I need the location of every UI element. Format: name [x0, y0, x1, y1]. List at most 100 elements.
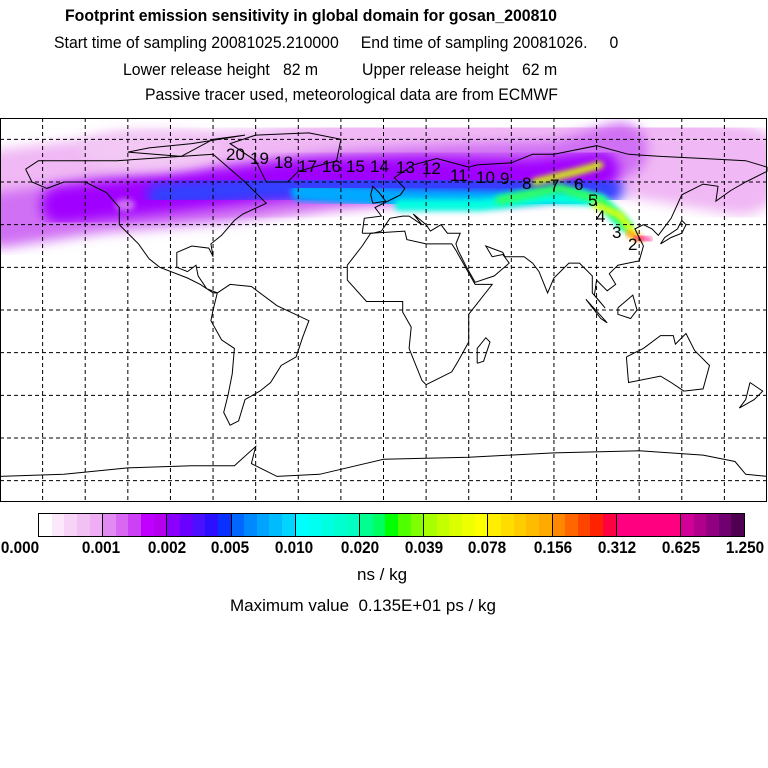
trajectory-label: 3 [612, 223, 621, 242]
colorbar-swatch [256, 514, 270, 536]
colorbar-segment [295, 514, 360, 536]
colorbar-swatch [667, 514, 680, 536]
plot-title: Footprint emission sensitivity in global… [65, 6, 557, 25]
trajectory-label: 14 [370, 157, 389, 176]
colorbar-swatch [231, 514, 245, 536]
coastline [370, 185, 387, 204]
colorbar-swatch [641, 514, 655, 536]
plume-band [592, 202, 638, 239]
colorbar-tick-label: 0.156 [533, 538, 573, 557]
colorbar-swatch [39, 514, 52, 536]
colorbar-swatch [462, 514, 475, 536]
colorbar-swatch [693, 514, 707, 536]
coastline [127, 134, 246, 157]
colorbar-swatch [103, 514, 116, 536]
colorbar-swatch [731, 514, 745, 536]
colorbar-swatch [321, 514, 334, 536]
colorbar-swatch [577, 514, 591, 536]
colorbar-segment [167, 514, 232, 536]
colorbar-swatch [385, 514, 398, 536]
colorbar-swatch [333, 514, 347, 536]
colorbar-tick-label: 0.312 [597, 538, 637, 557]
coastline [585, 298, 608, 324]
release-height: Lower release height 82 m Upper release … [123, 60, 558, 79]
colorbar-swatch [153, 514, 167, 536]
colorbar-segment [616, 514, 681, 536]
colorbar-segment [103, 514, 168, 536]
colorbar-swatch [128, 514, 142, 536]
colorbar-swatch [269, 514, 283, 536]
colorbar-swatch [565, 514, 578, 536]
trajectory-label: 12 [422, 159, 441, 178]
plume-band [531, 161, 604, 186]
colorbar-tick-label: 0.020 [340, 538, 380, 557]
coastline [361, 145, 768, 309]
colorbar-swatch [359, 514, 373, 536]
trajectory-label: 11 [450, 166, 468, 185]
coastline [738, 382, 764, 409]
coastline [346, 230, 494, 386]
map-frame [0, 118, 767, 502]
colorbar-swatch [706, 514, 719, 536]
colorbar-swatch [500, 514, 514, 536]
coastline [476, 336, 491, 364]
sensitivity-plume [0, 118, 767, 248]
colorbar-tick-label: 0.005 [210, 538, 250, 557]
coastline [625, 332, 711, 392]
colorbar-swatch [205, 514, 218, 536]
colorbar-swatch [167, 514, 181, 536]
trajectory-label: 6 [574, 175, 583, 194]
coastline [617, 294, 638, 320]
trajectory-label: 10 [476, 168, 495, 187]
colorbar-swatch [282, 514, 295, 536]
colorbar-swatch [552, 514, 566, 536]
tracer-note: Passive tracer used, meteorological data… [145, 85, 558, 104]
colorbar-tick-label: 0.000 [0, 538, 40, 557]
colorbar-swatch [680, 514, 694, 536]
trajectory-label: 7 [550, 176, 559, 195]
colorbar-swatch [51, 514, 65, 536]
colorbar-swatch [180, 514, 193, 536]
colorbar-swatch [397, 514, 411, 536]
colorbar-unit: ns / kg [357, 565, 408, 584]
colorbar-swatch [629, 514, 642, 536]
colorbar-swatch [89, 514, 103, 536]
trajectory-label: 4 [596, 207, 605, 226]
colorbar-swatch [295, 514, 309, 536]
colorbar-tick-label: 1.250 [725, 538, 765, 557]
plume-band [115, 199, 135, 211]
trajectory-label: 15 [346, 157, 365, 176]
colorbar-segment [359, 514, 425, 536]
trajectory-label: 2 [628, 235, 637, 254]
plume-band [80, 130, 220, 170]
colorbar-swatch [538, 514, 552, 536]
colorbar-swatch [308, 514, 322, 536]
lat-lon-grid [0, 118, 767, 502]
plume-band [634, 235, 652, 242]
colorbar-swatch [616, 514, 630, 536]
colorbar-segment [488, 514, 553, 536]
colorbar-segment [231, 514, 296, 536]
colorbar-swatch [346, 514, 359, 536]
colorbar-tick-label: 0.078 [467, 538, 507, 557]
colorbar-swatch [488, 514, 501, 536]
maximum-value: Maximum value 0.135E+01 ps / kg [230, 596, 496, 615]
colorbar-swatch [64, 514, 77, 536]
colorbar-segment [680, 514, 745, 536]
trajectory-label: 18 [274, 153, 293, 172]
colorbar-swatch [436, 514, 450, 536]
coastline [25, 153, 268, 294]
coastline [210, 283, 310, 426]
colorbar-segment [39, 514, 104, 536]
colorbar-segment [552, 514, 617, 536]
colorbar-swatch [244, 514, 257, 536]
colorbar-tick-label: 0.039 [404, 538, 444, 557]
colorbar-swatch [76, 514, 90, 536]
colorbar-swatch [217, 514, 231, 536]
colorbar-swatch [718, 514, 732, 536]
colorbar-swatch [590, 514, 604, 536]
trajectory-label: 17 [298, 157, 317, 176]
trajectory-label: 13 [396, 158, 415, 177]
coastline [228, 132, 342, 183]
